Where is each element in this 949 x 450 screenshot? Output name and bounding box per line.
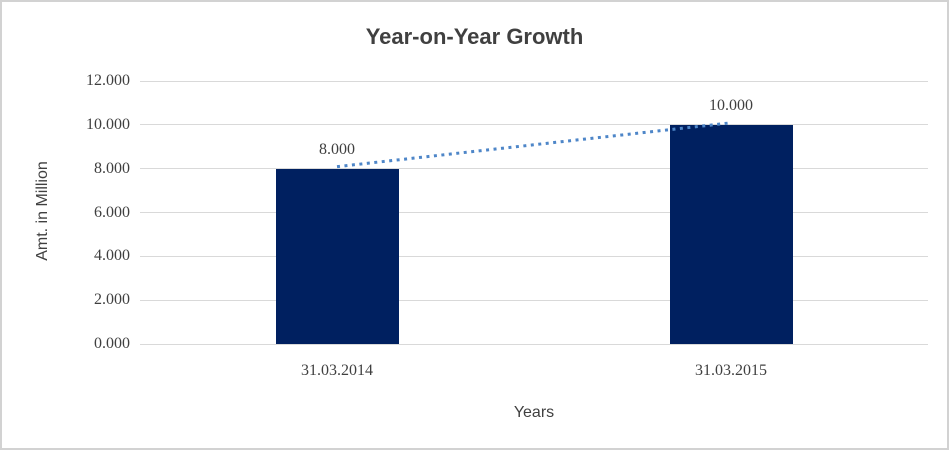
- data-label: 8.000: [319, 140, 355, 158]
- x-tick-label: 31.03.2015: [695, 362, 767, 379]
- y-tick-label: 2.000: [94, 291, 130, 309]
- y-tick-label: 0.000: [94, 335, 130, 352]
- y-tick-label: 8.000: [94, 159, 130, 177]
- gridline: [140, 168, 928, 170]
- gridline: [140, 299, 928, 301]
- x-tick-label: 31.03.2014: [301, 362, 373, 379]
- gridline: [140, 124, 928, 126]
- trendline: [336, 121, 732, 169]
- gridline: [140, 80, 928, 82]
- plot-area: 8.000 10.000: [140, 80, 928, 345]
- bar-31.03.2015: [669, 124, 793, 344]
- chart-title: Year-on-Year Growth: [365, 24, 584, 49]
- gridline: [140, 255, 928, 257]
- gridline: [140, 343, 928, 345]
- y-tick-label: 12.000: [86, 72, 130, 89]
- y-axis-tick-labels: 0.000 2.000 4.000 6.000 8.000 10.000 12.000: [2, 72, 130, 352]
- bar-31.03.2014: [275, 168, 399, 344]
- x-axis-title: Years: [513, 404, 555, 421]
- data-label: 10.000: [709, 96, 753, 114]
- y-tick-label: 10.000: [86, 115, 130, 133]
- y-tick-label: 6.000: [94, 203, 130, 221]
- y-tick-label: 4.000: [94, 247, 130, 265]
- gridline: [140, 212, 928, 213]
- x-axis-tick-labels: 31.03.2014 31.03.2015: [140, 362, 928, 382]
